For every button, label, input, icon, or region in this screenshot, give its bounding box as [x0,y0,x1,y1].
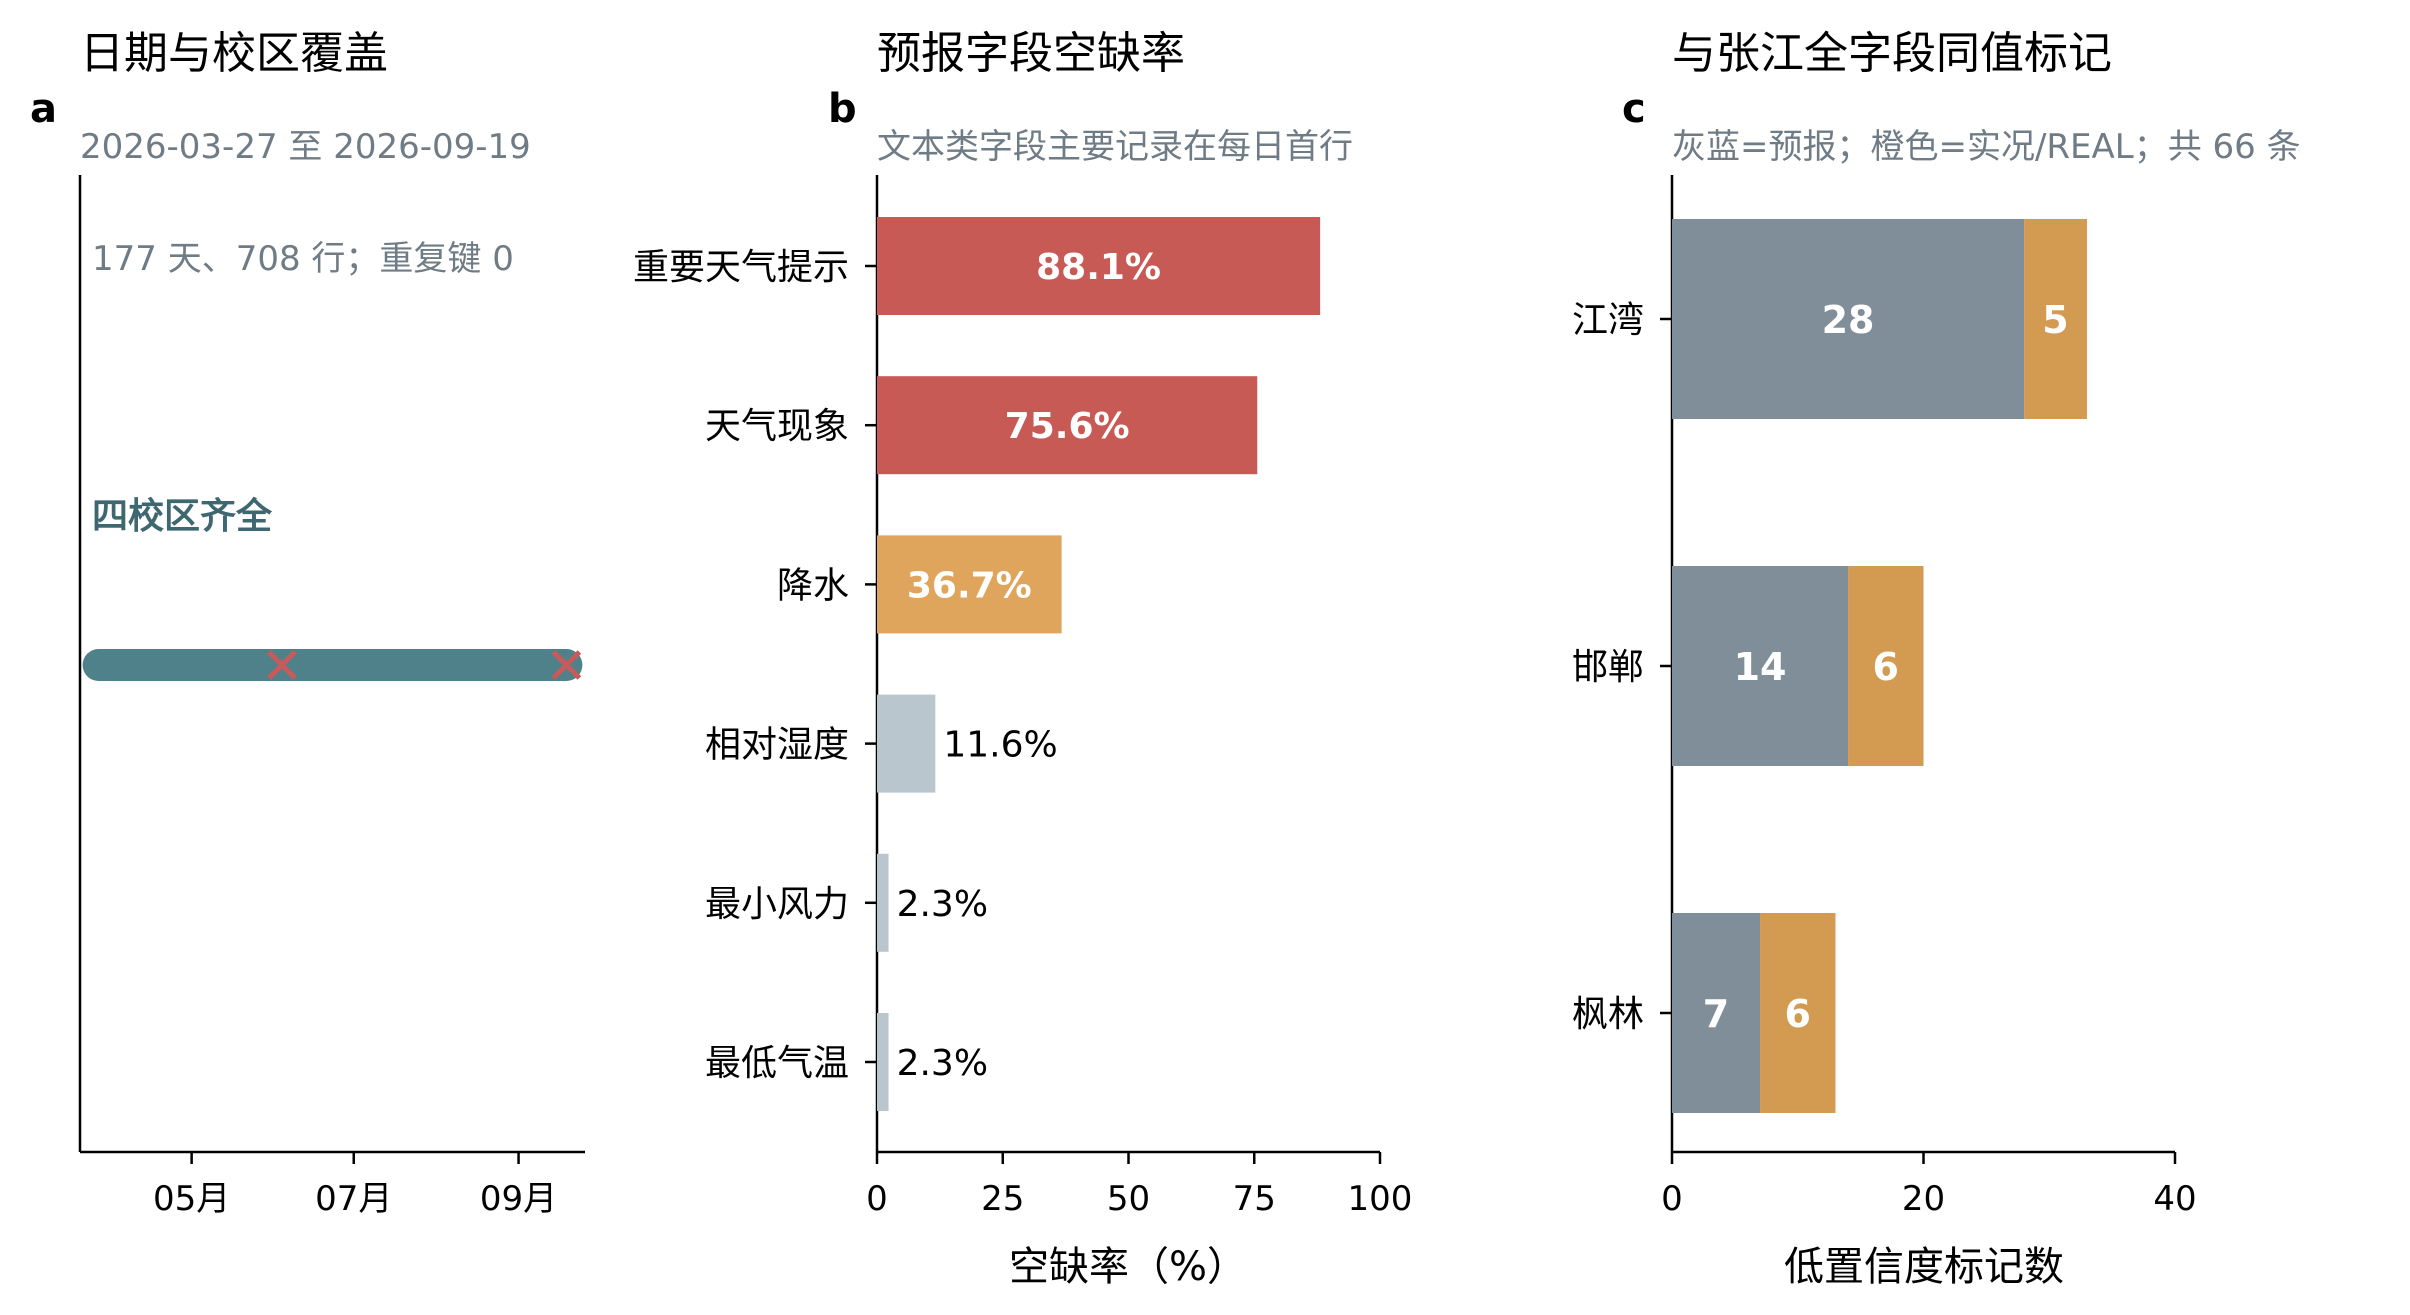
stack-segment-3-2 [1760,913,1836,1113]
panel-a-letter: a [30,86,57,132]
category-label: 最小风力 [705,884,849,925]
anomaly-marker-1 [267,650,297,680]
stack-segment-1-2 [2024,219,2087,419]
x-tick-label: 0 [866,1179,888,1219]
panel-a-x-ticks: 05月 07月 09月 [153,1152,557,1219]
x-tick-label: 09月 [480,1179,557,1219]
segment-value-label: 28 [1822,298,1875,342]
segment-value-label: 14 [1734,645,1787,689]
x-tick-label: 100 [1348,1179,1413,1219]
panel-c-xlabel: 低置信度标记数 [1784,1244,2064,1290]
anomaly-marker-2 [551,650,582,680]
panel-b-subtitle: 文本类字段主要记录在每日首行 [877,127,1353,167]
panel-b-letter: b [828,86,857,132]
category-label: 重要天气提示 [633,247,849,288]
bar-5 [877,853,889,952]
segment-value-label: 6 [1873,645,1899,689]
panel-b: b 预报字段空缺率 文本类字段主要记录在每日首行 重要天气提示 88.1% 天气现象… [633,28,1412,1290]
category-label: 江湾 [1572,300,1644,341]
category-label: 枫林 [1572,994,1644,1035]
x-tick-label: 75 [1233,1179,1276,1219]
category-label: 最低气温 [705,1043,849,1084]
x-tick-label: 07月 [315,1179,392,1219]
category-label: 邯郸 [1572,647,1644,688]
value-label: 75.6% [1005,406,1130,447]
panel-c-letter: c [1622,86,1646,132]
panel-a: a 日期与校区覆盖 2026-03-27 至 2026-09-19 177 天、… [30,28,585,1219]
panel-b-xlabel: 空缺率（%） [1009,1244,1247,1290]
panel-a-subtitle: 2026-03-27 至 2026-09-19 [80,127,531,167]
bar-1 [877,217,1321,315]
bar-2 [877,376,1258,475]
panel-c-subtitle: 灰蓝=预报；橙色=实况/REAL；共 66 条 [1672,127,2301,167]
category-label: 降水 [777,565,849,606]
value-label: 2.3% [897,884,988,925]
stack-segment-2-1 [1672,566,1849,766]
bar-4 [877,694,936,793]
segment-value-label: 6 [1785,992,1811,1036]
category-label: 天气现象 [705,406,849,447]
segment-value-label: 5 [2042,298,2068,342]
stack-segment-2-2 [1848,566,1924,766]
panel-a-title: 日期与校区覆盖 [80,28,388,79]
segment-value-label: 7 [1703,992,1729,1036]
stack-segment-1-1 [1672,219,2025,419]
x-tick-label: 05月 [153,1179,230,1219]
x-tick-label: 0 [1661,1179,1683,1219]
value-label: 88.1% [1036,247,1161,288]
marker-stroke [267,650,297,680]
x-tick-label: 40 [2153,1179,2196,1219]
panel-c-bars: 28 5 江湾 14 6 邯郸 7 6 枫林 [1572,219,2087,1113]
x-tick-label: 25 [981,1179,1024,1219]
x-tick-label: 50 [1107,1179,1150,1219]
panel-c-title: 与张江全字段同值标记 [1672,28,2112,79]
value-label: 36.7% [907,565,1032,606]
category-label: 相对湿度 [705,725,849,766]
panel-b-x-ticks: 0 25 50 75 100 [866,1152,1412,1219]
x-tick-label: 20 [1902,1179,1945,1219]
panel-a-stats: 177 天、708 行；重复键 0 [92,239,514,279]
panel-b-title: 预报字段空缺率 [877,28,1185,79]
panel-b-bars: 重要天气提示 88.1% 天气现象 75.6% 降水 36.7% 相对湿度 11.6% 最小风力… [633,217,1321,1111]
panel-a-note: 四校区齐全 [92,495,273,537]
value-label: 11.6% [943,725,1057,766]
panel-c-x-ticks: 0 20 40 [1661,1152,2197,1219]
value-label: 2.3% [897,1043,988,1084]
bar-6 [877,1013,889,1111]
coverage-plot [82,649,583,681]
stack-segment-3-1 [1672,913,1761,1113]
bar-3 [877,535,1062,634]
marker-stroke [551,650,582,680]
panel-c: c 与张江全字段同值标记 灰蓝=预报；橙色=实况/REAL；共 66 条 28 5… [1572,28,2301,1290]
